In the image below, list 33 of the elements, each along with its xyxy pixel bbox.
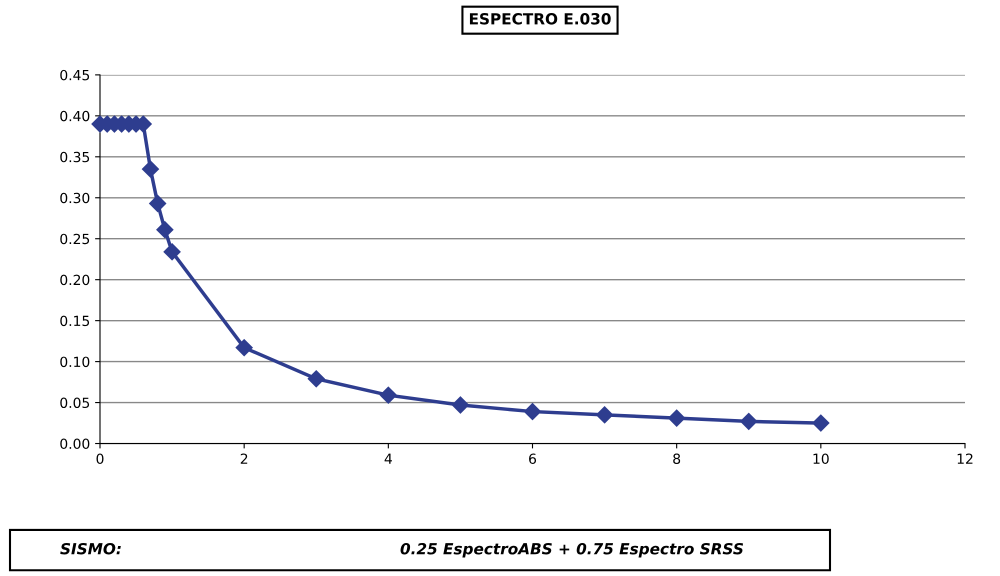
point	[308, 370, 325, 388]
point	[380, 386, 397, 404]
point	[236, 339, 253, 356]
x-tick-label: 2	[240, 453, 248, 464]
y-tick-label: 0.35	[60, 152, 90, 162]
point	[164, 243, 181, 260]
point	[142, 160, 160, 178]
point	[668, 410, 686, 427]
y-tick-label: 0.10	[60, 356, 90, 368]
text: SISMO:	[60, 542, 121, 555]
x-tick-label: 4	[384, 454, 392, 464]
point	[524, 403, 542, 420]
point	[596, 406, 614, 424]
x-tick-label: 0	[96, 453, 104, 464]
x-tick-label: 8	[673, 453, 680, 464]
y-tick-label: 0.20	[60, 274, 90, 286]
y-tick-label: 0.45	[60, 70, 90, 80]
point	[452, 396, 469, 414]
y-tick-label: 0.25	[60, 234, 90, 244]
y-tick-label: 0.30	[60, 192, 90, 204]
chart-title: ESPECTRO E.030	[470, 13, 611, 25]
y-tick-label: 0.40	[60, 110, 90, 122]
x-tick-label: 6	[529, 453, 536, 464]
point	[149, 194, 166, 212]
y-tick-label: 0.05	[60, 398, 90, 408]
point	[740, 412, 758, 430]
point	[156, 221, 174, 238]
y-tick-label: 0.00	[60, 438, 90, 449]
point	[812, 414, 830, 432]
x-tick-label: 12	[958, 453, 972, 464]
x-tick-label: 10	[814, 453, 829, 464]
y-tick-label: 0.15	[60, 316, 90, 326]
text: 0.25 EspectroABS + 0.75 Espectro SRSS	[400, 542, 744, 558]
